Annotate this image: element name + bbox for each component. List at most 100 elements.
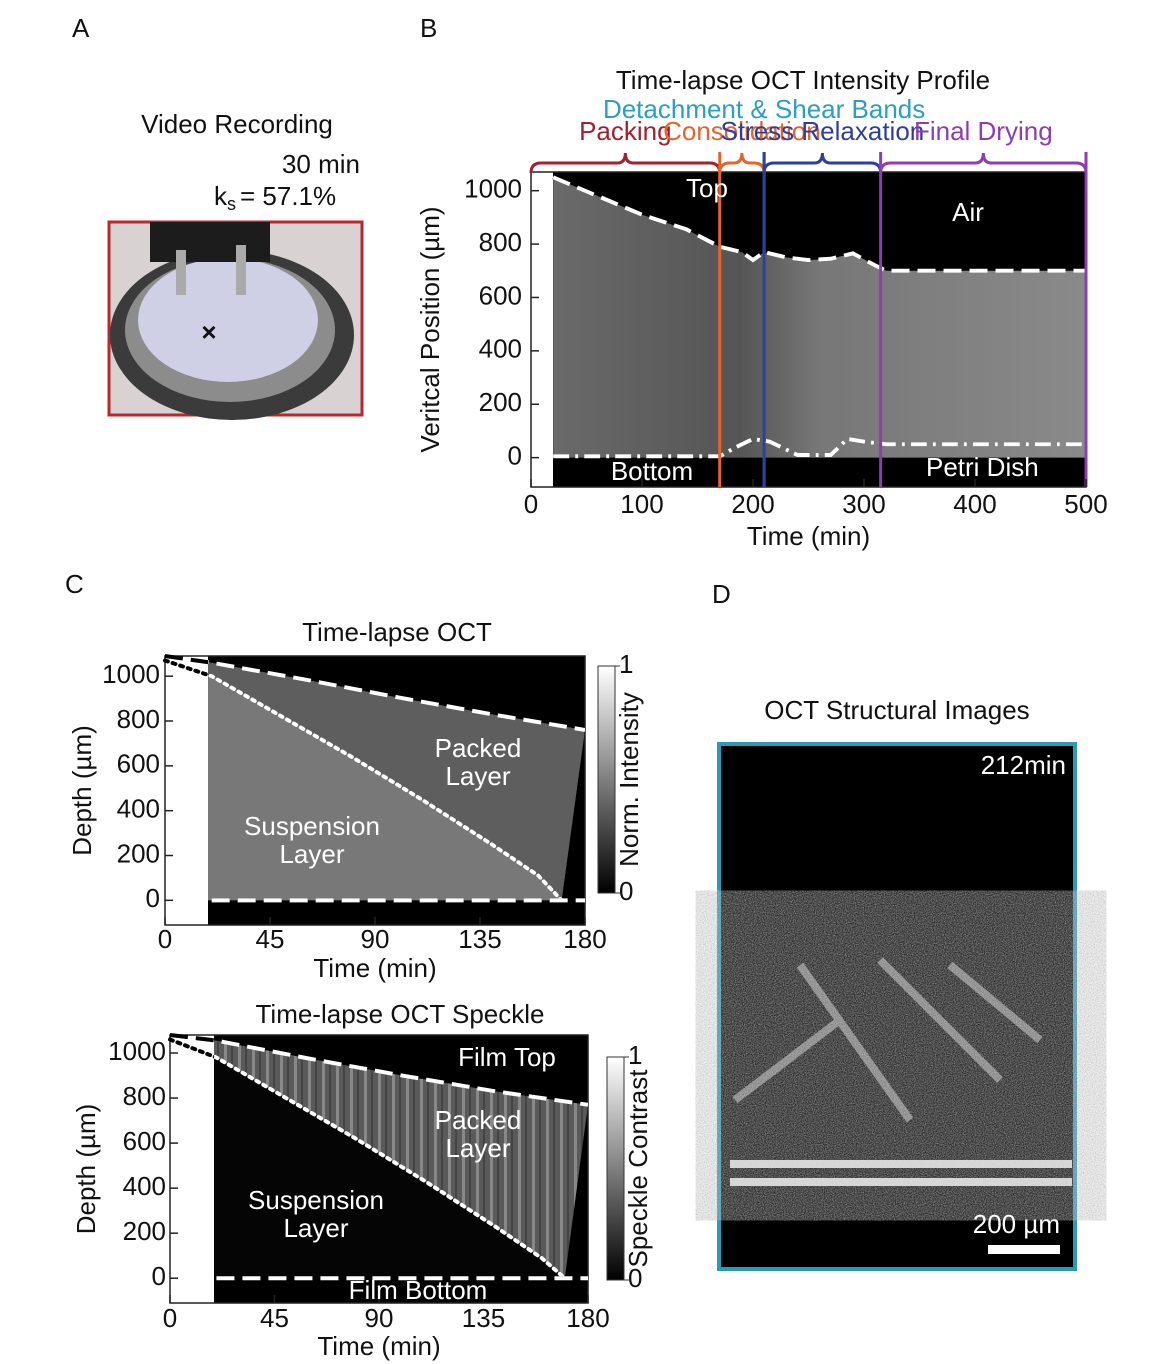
y-tick-label: 0 (152, 1261, 166, 1291)
phase-brace (529, 152, 722, 174)
ks-subscript: s (227, 194, 236, 214)
x-tick-label: 0 (158, 924, 172, 954)
y-tick-label: 200 (117, 838, 160, 868)
x-axis-label: Time (min) (747, 521, 870, 551)
y-tick-label: 600 (479, 280, 522, 310)
x-tick-label: 500 (1064, 489, 1107, 519)
annotation: Layer (283, 1213, 348, 1243)
panel-title: Video Recording (141, 109, 333, 139)
colorbar-tick-label: 0 (619, 876, 633, 906)
x-tick-label: 45 (260, 1303, 289, 1333)
x-tick-label: 135 (458, 924, 501, 954)
y-tick-label: 0 (146, 883, 160, 913)
heatmap-panel: 0 200 400 600 800 1000 0 45 90 135 180 Time-lapse O… (67, 617, 644, 983)
x-tick-label: 90 (361, 924, 390, 954)
phase-brace (718, 152, 766, 174)
ks-symbol: k (214, 181, 228, 211)
y-tick-label: 1000 (464, 174, 522, 204)
x-tick-label: 300 (842, 489, 885, 519)
x-tick-label: 180 (566, 1303, 609, 1333)
x-axis-label: Time (min) (313, 953, 436, 983)
annotation: Layer (445, 1133, 510, 1163)
phase-brace (762, 152, 883, 174)
x-tick-label: 0 (524, 489, 538, 519)
ks-label: ks = 57.1% (214, 181, 336, 214)
colorbar-tick-label: 0 (628, 1263, 642, 1293)
ks-value: = 57.1% (240, 181, 336, 211)
y-axis-label: Depth (µm) (71, 1104, 101, 1235)
annotation: Film Top (458, 1042, 556, 1072)
colorbar-tick-label: 1 (628, 1040, 642, 1070)
annotation: Layer (445, 761, 510, 791)
svg-text:×: × (201, 317, 216, 347)
packed-layer-image (208, 662, 585, 901)
heatmap-panel: 0 200 400 600 800 1000 0 45 90 135 180 Time-lapse O… (71, 999, 653, 1361)
colorbar-label: Norm. Intensity (614, 692, 644, 867)
phase-label: Final Drying (914, 116, 1053, 146)
colorbar-label: Speckle Contrast (623, 1069, 653, 1268)
y-tick-label: 800 (123, 1081, 166, 1111)
y-tick-label: 0 (508, 441, 522, 471)
annotation: Layer (279, 839, 344, 869)
y-tick-label: 800 (479, 227, 522, 257)
chart-title: Time-lapse OCT Speckle (256, 999, 545, 1029)
chart-title: Time-lapse OCT Intensity Profile (616, 65, 990, 95)
oct-structural-image: OCT Structural Images 212min 200 µm (717, 695, 1077, 1271)
x-tick-label: 100 (620, 489, 663, 519)
intensity-image (553, 177, 1086, 458)
panel-title: OCT Structural Images (764, 695, 1029, 725)
x-tick-label: 135 (462, 1303, 505, 1333)
boundary-line (208, 672, 564, 903)
chart-title: Time-lapse OCT (302, 617, 492, 647)
video-photo: × (107, 220, 364, 420)
y-tick-label: 400 (123, 1171, 166, 1201)
phase-brace (879, 152, 1088, 174)
suspension-layer-image (214, 1056, 565, 1279)
annotation: Bottom (611, 456, 693, 486)
boundary-line (214, 1054, 567, 1281)
scale-bar-label: 200 µm (973, 1209, 1060, 1239)
annotation: Packed (435, 733, 522, 763)
timestamp: 212min (981, 750, 1066, 780)
y-tick-label: 400 (117, 794, 160, 824)
phase-label: Packing (579, 116, 672, 146)
y-tick-label: 1000 (108, 1036, 166, 1066)
boundary-line (208, 660, 585, 732)
y-tick-label: 800 (117, 704, 160, 734)
annotation: Top (686, 173, 728, 203)
annotation: Petri Dish (926, 452, 1039, 482)
phase-label: Detachment & Shear Bands (603, 94, 925, 124)
y-axis-label: Veritcal Position (µm) (415, 206, 445, 452)
colorbar-tick-label: 1 (619, 649, 633, 679)
x-tick-label: 180 (563, 924, 606, 954)
boundary-line (553, 436, 1086, 459)
annotation: Packed (435, 1105, 522, 1135)
phase-label: Stress Relaxation (720, 116, 924, 146)
x-axis-label: Time (min) (317, 1331, 440, 1361)
y-tick-label: 400 (479, 334, 522, 364)
boundary-line (553, 175, 1086, 273)
boundary-line (214, 1038, 588, 1107)
panel-label: A (72, 13, 90, 43)
y-tick-label: 200 (479, 387, 522, 417)
annotation: Air (952, 197, 984, 227)
time-label: 30 min (282, 149, 360, 179)
x-tick-label: 400 (953, 489, 996, 519)
y-tick-label: 1000 (102, 659, 160, 689)
x-tick-label: 0 (163, 1303, 177, 1333)
panel-label: B (420, 13, 437, 43)
y-tick-label: 600 (123, 1126, 166, 1156)
annotation: Suspension (248, 1185, 384, 1215)
y-tick-label: 200 (123, 1216, 166, 1246)
x-tick-label: 90 (365, 1303, 394, 1333)
colorbar (606, 1056, 625, 1281)
y-tick-label: 600 (117, 749, 160, 779)
panel-label: C (65, 569, 84, 599)
annotation: Suspension (244, 811, 380, 841)
suspension-layer-image (208, 674, 562, 901)
packed-layer-image (214, 1040, 588, 1279)
x-tick-label: 45 (256, 924, 285, 954)
x-tick-label: 200 (731, 489, 774, 519)
